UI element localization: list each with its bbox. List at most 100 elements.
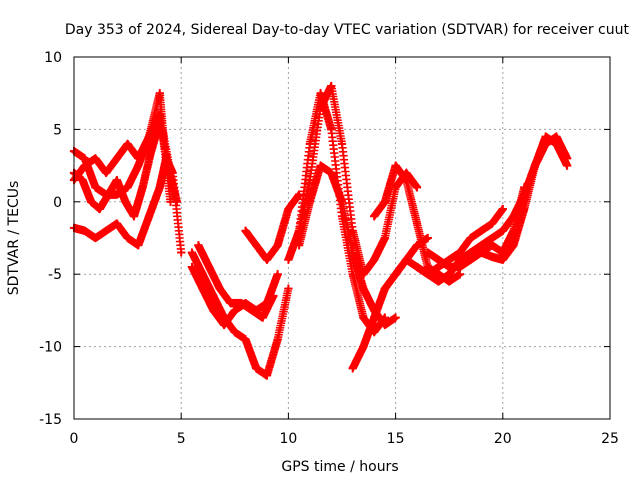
data-point <box>498 226 507 235</box>
data-point <box>147 147 156 156</box>
data-point <box>134 154 143 163</box>
y-tick-label: 10 <box>44 50 62 66</box>
data-point <box>160 139 169 148</box>
data-point <box>123 234 132 242</box>
data-point <box>220 320 229 329</box>
data-point <box>130 212 139 221</box>
data-point <box>112 154 121 163</box>
data-point <box>423 234 432 242</box>
data-point <box>477 241 486 250</box>
data-point <box>359 270 368 279</box>
data-point <box>413 183 422 192</box>
data-point <box>134 161 143 170</box>
data-point <box>104 190 113 199</box>
data-point <box>477 248 486 257</box>
data-point <box>359 342 368 351</box>
data-point <box>209 306 218 315</box>
data-point <box>327 81 336 90</box>
data-point <box>530 161 539 170</box>
data-point <box>413 262 422 271</box>
data-point <box>455 248 464 257</box>
data-point <box>138 183 147 192</box>
data-point <box>316 161 325 170</box>
data-point <box>380 320 389 329</box>
data-point <box>541 139 550 148</box>
data-point <box>252 364 261 373</box>
data-point <box>102 168 111 177</box>
x-tick-label: 15 <box>387 431 405 447</box>
data-point <box>80 226 89 235</box>
data-point <box>380 234 389 242</box>
data-point <box>237 299 246 308</box>
x-tick-label: 20 <box>494 431 512 447</box>
x-tick-label: 10 <box>279 431 297 447</box>
data-point <box>262 255 271 264</box>
series-track-8 <box>241 190 304 264</box>
data-point <box>338 139 346 148</box>
data-point <box>391 161 400 170</box>
data-point <box>563 154 572 163</box>
data-point <box>187 262 196 271</box>
data-point <box>155 183 164 192</box>
x-tick-label: 5 <box>177 431 186 447</box>
data-point <box>338 197 346 206</box>
series-track-17 <box>455 132 572 272</box>
data-point <box>509 212 518 221</box>
data-point <box>380 197 389 206</box>
data-point <box>370 313 379 322</box>
x-tick-labels: 0 5 10 15 20 25 <box>70 431 619 447</box>
data-point <box>552 132 561 141</box>
data-point <box>316 89 325 98</box>
data-point <box>509 241 518 250</box>
data-point <box>198 284 207 293</box>
y-tick-label: -10 <box>39 340 62 356</box>
data-point <box>520 205 529 214</box>
data-point <box>284 205 293 214</box>
data-point <box>370 212 379 221</box>
data-point <box>359 284 368 293</box>
data-point <box>134 241 143 250</box>
data-point <box>488 234 497 242</box>
data-point <box>198 270 207 279</box>
data-point <box>488 219 497 228</box>
data-point <box>241 226 250 235</box>
data-point <box>498 205 507 214</box>
data-point <box>434 277 443 286</box>
data-point <box>348 364 357 373</box>
data-point <box>166 197 175 206</box>
data-point <box>121 197 130 206</box>
data-point <box>284 284 293 293</box>
series-track-10 <box>294 161 400 330</box>
data-point <box>348 226 357 235</box>
data-point <box>91 234 100 242</box>
data-point <box>273 270 282 279</box>
data-point <box>541 132 550 141</box>
data-point <box>295 226 304 235</box>
series-track-7 <box>194 240 278 322</box>
plot-frame <box>73 56 611 420</box>
data-point <box>269 291 278 300</box>
data-point <box>273 241 282 250</box>
data-point <box>123 183 132 192</box>
data-point <box>455 270 464 279</box>
data-point <box>123 139 132 148</box>
data-point <box>434 262 443 271</box>
data-point <box>466 248 475 257</box>
y-tick-labels: -15 -10 -5 0 5 10 <box>39 50 62 428</box>
data-point <box>273 335 282 344</box>
data-point <box>209 291 218 300</box>
data-point <box>80 154 89 163</box>
data-point <box>488 252 497 261</box>
data-point <box>145 132 154 141</box>
data-point <box>145 212 154 221</box>
data-point <box>455 262 464 271</box>
plus-markers <box>187 248 293 380</box>
data-point <box>563 161 572 170</box>
y-axis-label: SDTVAR / TECUs <box>6 181 22 296</box>
data-point <box>445 262 454 271</box>
data-point <box>488 241 497 250</box>
data-series <box>69 81 572 380</box>
data-point <box>241 335 250 344</box>
data-point <box>316 103 325 112</box>
